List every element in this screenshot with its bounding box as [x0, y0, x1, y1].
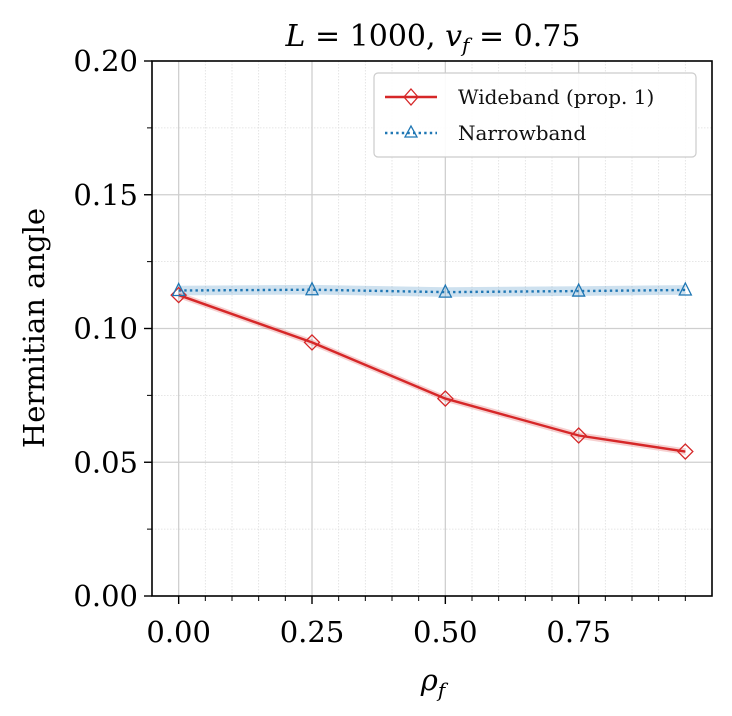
data-point-narrowband [304, 281, 320, 296]
legend-marker-wideband [403, 88, 419, 106]
y-tick-label: 0.10 [73, 312, 138, 346]
data-point-narrowband [438, 283, 453, 298]
y-tick-label: 0.00 [73, 579, 138, 613]
x-tick-labels: 0.00 0.25 0.50 0.75 [146, 615, 611, 649]
x-axis-title: ρf [420, 663, 449, 702]
chart-title: L = 1000, vf = 0.75 [285, 19, 581, 57]
x-tick-label: 0.00 [146, 615, 211, 649]
data-point-narrowband [171, 282, 186, 297]
y-axis-title: Hermitian angle [17, 208, 51, 448]
legend-label-narrowband: Narrowband [458, 121, 586, 145]
legend: Wideband (prop. 1) Narrowband [373, 72, 697, 158]
series-markers [170, 281, 694, 460]
series-line-wideband [178, 293, 686, 453]
y-tick-label: 0.05 [73, 445, 138, 479]
x-tick-label: 0.25 [280, 615, 345, 649]
legend-marker-narrowband [403, 124, 419, 138]
data-point-narrowband [678, 281, 693, 296]
legend-label-wideband: Wideband (prop. 1) [458, 85, 654, 109]
x-tick-label: 0.75 [546, 615, 611, 649]
y-tick-label: 0.15 [73, 178, 138, 212]
x-tick-label: 0.50 [413, 615, 478, 649]
legend-box [373, 72, 697, 158]
data-point-wideband [570, 427, 588, 444]
data-point-wideband [303, 333, 321, 351]
confidence-bands [178, 284, 686, 455]
data-point-narrowband [571, 282, 586, 297]
data-point-wideband [676, 443, 694, 460]
y-tick-labels: 0.00 0.05 0.10 0.15 0.20 [73, 44, 138, 613]
band-wideband [178, 291, 686, 455]
y-tick-label: 0.20 [73, 44, 138, 78]
data-point-wideband [436, 390, 454, 408]
series-lines [178, 288, 686, 453]
axis-ticks [144, 60, 686, 604]
